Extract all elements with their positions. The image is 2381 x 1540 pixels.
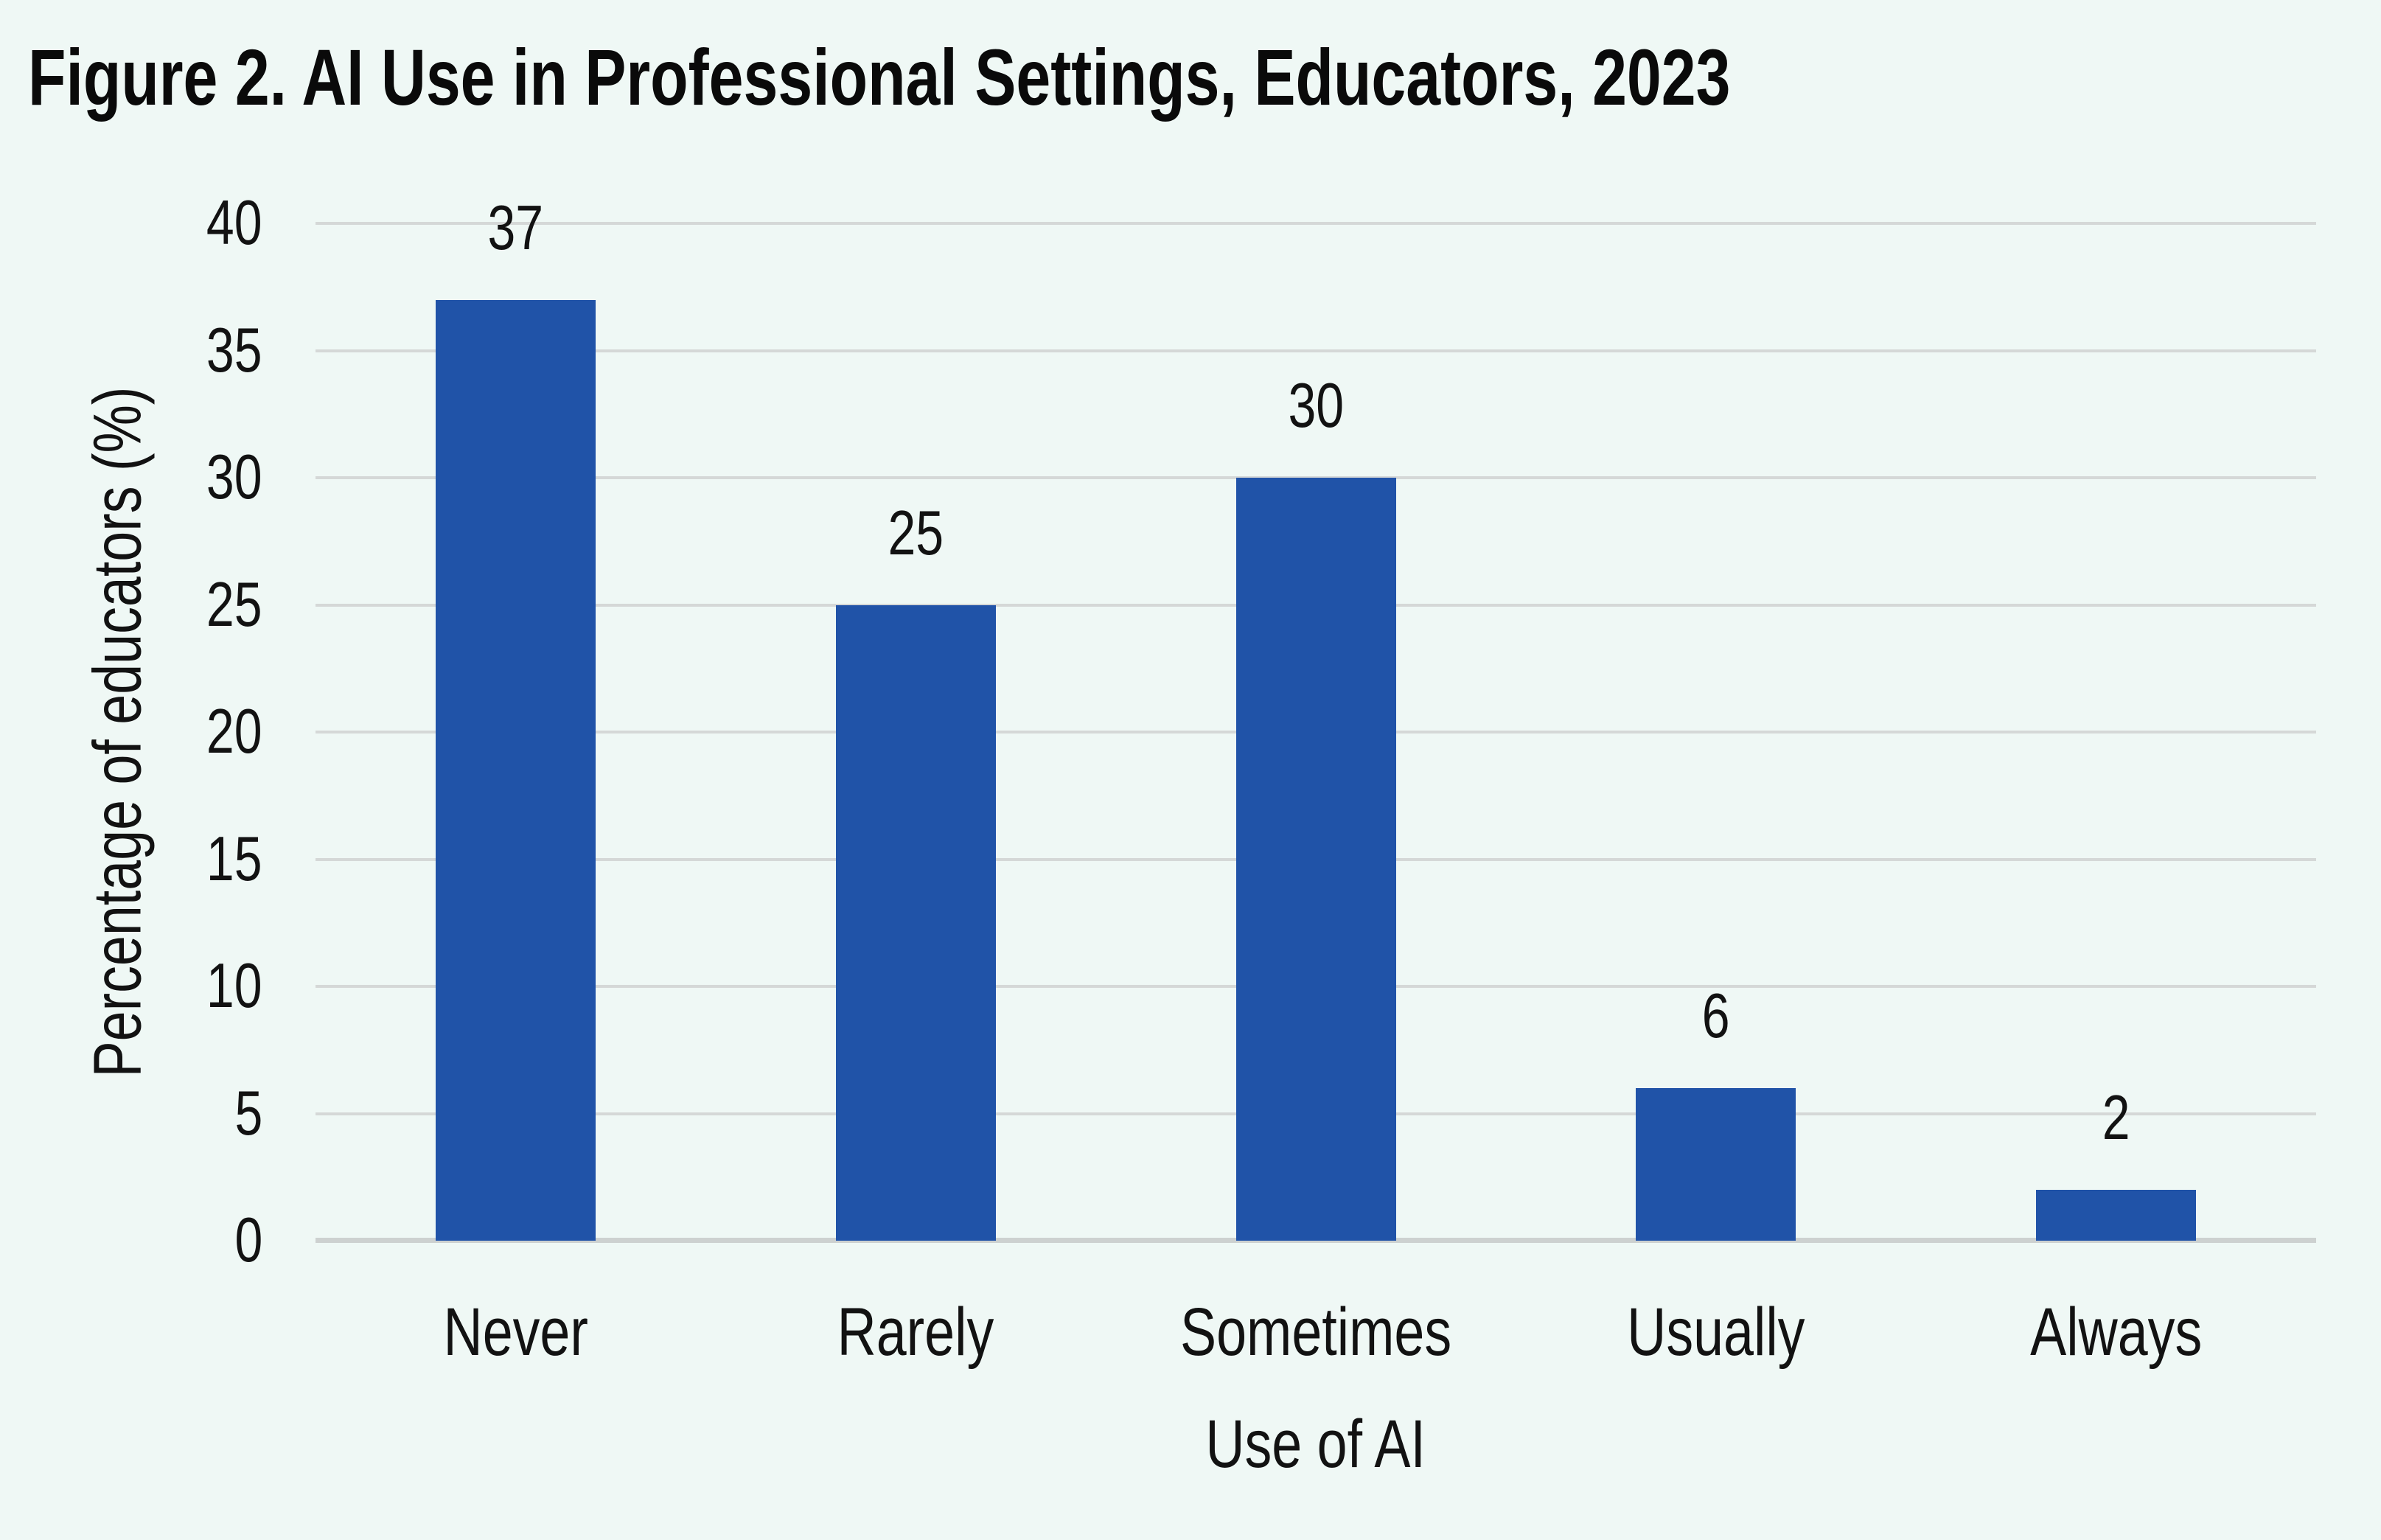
- y-tick-label-text: 25: [206, 569, 262, 640]
- bar-value-label-always: 2: [1916, 1085, 2316, 1151]
- bar-usually: [1636, 1088, 1796, 1241]
- y-tick-label-15: 15: [0, 823, 262, 894]
- y-tick-label-text: 30: [206, 442, 262, 512]
- y-tick-label-40: 40: [0, 192, 262, 255]
- x-category-label-text: Always: [2030, 1295, 2203, 1370]
- y-tick-label-25: 25: [0, 569, 262, 640]
- gridline-35: [316, 349, 2316, 352]
- x-category-label-sometimes: Sometimes: [1116, 1295, 1516, 1370]
- x-category-label-text: Rarely: [837, 1295, 994, 1370]
- gridline-40: [316, 222, 2316, 225]
- bar-never: [435, 299, 596, 1241]
- y-tick-label-text: 40: [206, 188, 262, 258]
- chart-title: Figure 2. AI Use in Professional Setting…: [28, 32, 2211, 122]
- bar-value-label-text: 30: [1288, 371, 1344, 441]
- bar-value-label-text: 25: [888, 498, 944, 568]
- x-category-label-usually: Usually: [1516, 1295, 1916, 1370]
- bar-always: [2036, 1190, 2197, 1241]
- y-tick-label-text: 10: [206, 951, 262, 1021]
- y-tick-label-20: 20: [0, 700, 262, 764]
- bar-value-label-never: 37: [316, 195, 716, 262]
- x-axis-title-text: Use of AI: [1205, 1407, 1426, 1482]
- plot-area: 37 25 30 6 2: [316, 195, 2316, 1243]
- bar-value-label-text: 6: [1701, 981, 1730, 1051]
- y-tick-label-0: 0: [0, 1209, 262, 1272]
- bar-value-label-usually: 6: [1516, 983, 1916, 1050]
- y-tick-label-text: 35: [206, 315, 262, 386]
- bar-value-label-text: 37: [487, 192, 544, 263]
- y-tick-label-text: 5: [234, 1078, 262, 1149]
- bar-value-label-rarely: 25: [716, 498, 1116, 568]
- y-tick-label-35: 35: [0, 315, 262, 386]
- x-category-label-text: Sometimes: [1179, 1295, 1452, 1370]
- y-tick-label-10: 10: [0, 955, 262, 1018]
- x-category-label-never: Never: [316, 1295, 716, 1370]
- x-category-label-always: Always: [1916, 1295, 2316, 1370]
- bar-sometimes: [1235, 478, 1396, 1241]
- y-tick-label-30: 30: [0, 446, 262, 509]
- chart-title-text: Figure 2. AI Use in Professional Setting…: [28, 32, 1731, 122]
- y-tick-label-text: 20: [206, 697, 262, 767]
- y-tick-label-text: 15: [206, 823, 262, 894]
- bar-rarely: [835, 604, 996, 1241]
- x-axis-title: Use of AI: [316, 1407, 2316, 1482]
- bar-value-label-sometimes: 30: [1116, 373, 1516, 439]
- bar-value-label-text: 2: [2102, 1083, 2130, 1153]
- y-tick-label-5: 5: [0, 1078, 262, 1149]
- x-category-label-text: Never: [443, 1295, 588, 1370]
- y-tick-label-text: 0: [234, 1205, 262, 1275]
- x-category-label-text: Usually: [1627, 1295, 1805, 1370]
- x-category-label-rarely: Rarely: [716, 1295, 1116, 1370]
